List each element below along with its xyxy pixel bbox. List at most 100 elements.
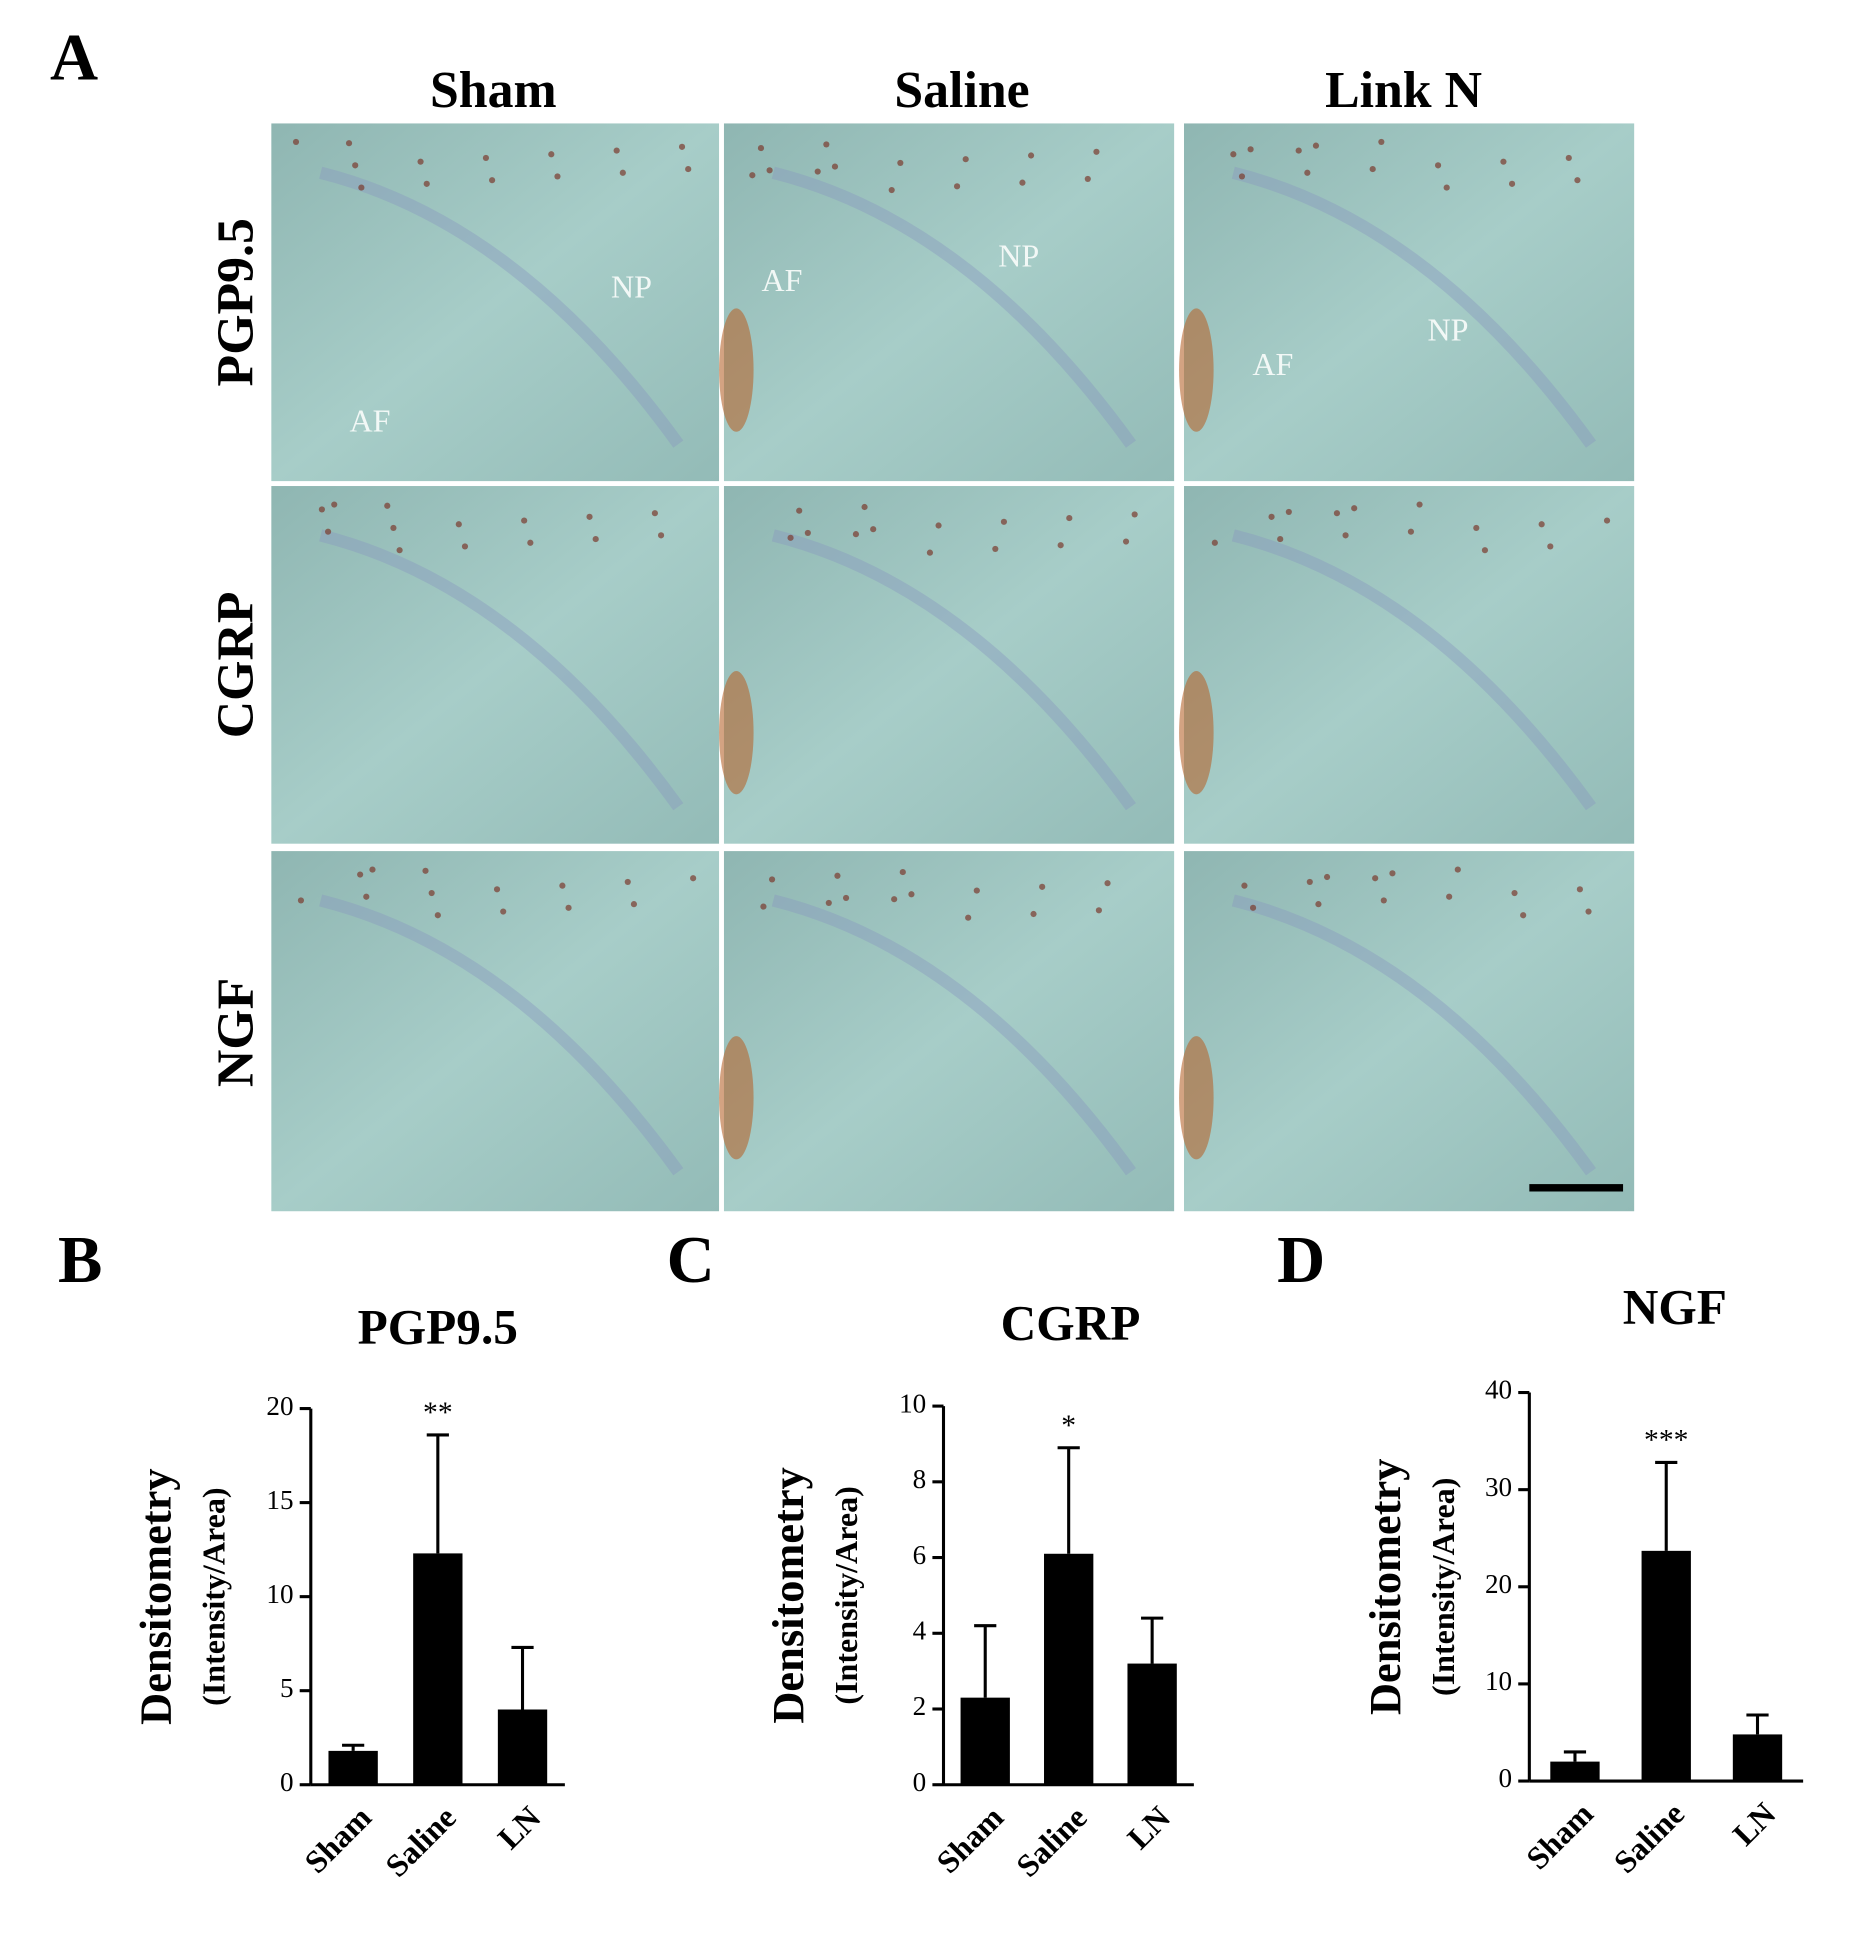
y-tick-label: 0 [280,1767,294,1797]
significance: * [1061,1410,1076,1442]
tissue-band [1231,529,1596,811]
micrograph [723,486,1175,844]
annotation: AF [1252,346,1293,382]
stain-dot [1027,152,1035,159]
y-tick-label: 6 [913,1540,927,1570]
y-tick-label: 40 [1485,1375,1512,1405]
stain-dot [1241,882,1248,889]
stain-patch [1179,308,1214,432]
stain-dot [1095,907,1102,914]
tissue-band [771,166,1136,448]
x-tick-label: LN [491,1799,548,1856]
stain-dot [953,183,961,190]
stain-dot [962,156,969,163]
stain-dot [1315,901,1322,908]
micrograph [1184,851,1635,1212]
bar [1044,1553,1094,1785]
stain-dot [1323,873,1331,881]
y-axis-sublabel: (Intensity/Area) [828,1486,864,1704]
stain-patch [719,1036,754,1160]
stain-dot [1122,538,1130,545]
stain-dot [384,502,391,509]
chart-title: NGF [1623,1280,1727,1335]
stain-dot [292,138,300,146]
stain-dot [363,893,370,900]
stain-dot [1093,148,1100,155]
stain-dot [559,882,566,889]
panel-letter: D [1277,1224,1325,1297]
chart-title: CGRP [1001,1296,1141,1351]
scale-bar [1529,1184,1624,1192]
stain-dot [690,875,697,882]
stain-dot [422,867,429,874]
stain-dot [1603,517,1611,524]
bar [960,1697,1010,1785]
row-label: CGRP [207,591,264,738]
stain-dot [842,894,850,902]
stain-dot [1131,511,1138,518]
x-tick-label: Saline [1009,1799,1094,1884]
stain-dot [357,871,364,878]
stain-dot [1378,138,1385,146]
stain-dot [1454,866,1461,873]
error-bar [1141,1616,1164,1664]
stain-dot [1443,184,1450,191]
stain-dot [352,162,359,169]
y-axis-label: Densitometry [131,1468,181,1724]
stain-dot [823,141,830,148]
stain-patch [719,671,754,795]
stain-dot [935,522,942,529]
stain-dot [908,891,915,898]
panel-letter: C [667,1224,715,1297]
stain-dot [1538,521,1545,528]
stain-dot [434,912,441,919]
stain-dot [345,140,353,147]
stain-dot [1565,154,1572,162]
annotation: NP [998,237,1039,273]
stain-dot [1057,542,1064,549]
stain-dot [613,147,620,154]
error-bar [342,1743,365,1751]
stain-dot [1333,510,1341,517]
stain-dot [804,529,811,536]
stain-dot [1230,151,1237,158]
y-tick-label: 30 [1485,1472,1512,1502]
bar [413,1553,463,1785]
stain-dot [1434,162,1442,169]
tissue-band [319,166,684,448]
column-label: Sham [430,62,557,119]
stain-dot [324,528,332,535]
tissue-band [1231,166,1596,448]
stain-dot [417,158,424,165]
bar [1127,1663,1177,1785]
stain-dot [1481,547,1489,554]
stain-dot [1342,532,1349,539]
stain-dot [1295,147,1302,154]
stain-dot [1306,878,1313,886]
tissue-band [319,529,684,811]
tissue-band [1231,894,1596,1176]
stain-dot [1351,505,1358,512]
stain-dot [1389,870,1396,877]
stain-dot [1304,169,1311,176]
error-bar [1563,1750,1587,1762]
y-tick-label: 10 [266,1579,293,1609]
panel-letter: A [50,22,98,95]
y-tick-label: 10 [899,1388,926,1418]
stain-dot [685,165,692,173]
stain-dot [1285,508,1292,516]
stain-dot [1039,883,1046,890]
stain-dot [1407,528,1415,535]
x-tick-label: Saline [378,1799,463,1884]
stain-dot [423,180,430,187]
stain-dot [897,159,904,166]
stain-dot [554,173,561,180]
stain-patch [1179,671,1214,795]
error-bar [1057,1446,1080,1554]
stain-dot [1473,524,1480,532]
stain-patch [1179,1036,1214,1160]
stain-dot [1520,912,1527,919]
annotation: AF [761,262,802,298]
stain-patch [719,308,754,432]
y-tick-label: 0 [913,1767,927,1797]
